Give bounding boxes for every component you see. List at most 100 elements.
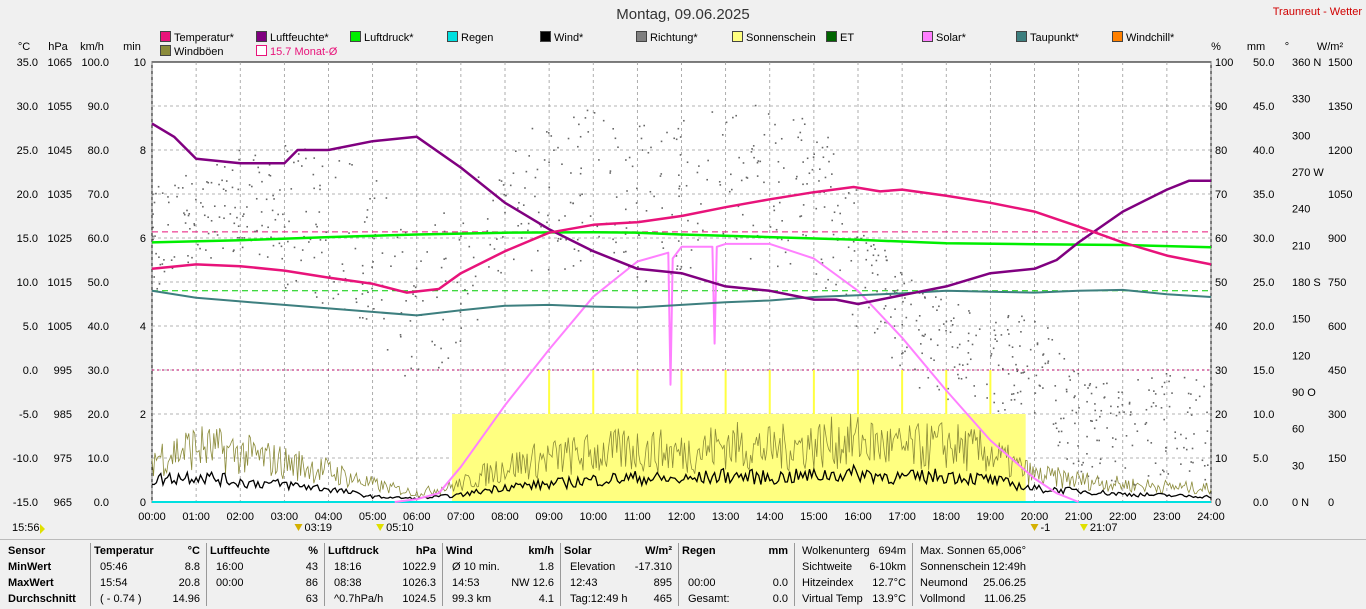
- direction-point: [942, 323, 945, 325]
- tick-label-direction: 360 N: [1292, 57, 1321, 69]
- legend-swatch: [1016, 31, 1027, 42]
- direction-point: [1128, 403, 1131, 405]
- direction-point: [243, 213, 245, 215]
- direction-point: [493, 248, 496, 250]
- tick-label-rain: 30.0: [1253, 233, 1274, 245]
- direction-point: [170, 259, 173, 261]
- direction-point: [1165, 446, 1167, 449]
- direction-point: [1071, 409, 1074, 412]
- sun-marker-icon: [294, 524, 303, 531]
- table-cell: Wolkenunterg: [802, 545, 870, 557]
- direction-point: [737, 205, 740, 208]
- direction-point: [171, 267, 174, 270]
- tick-label-time: 09:00: [535, 511, 563, 523]
- tick-label-pressure: 1025: [48, 233, 72, 245]
- direction-point: [517, 224, 519, 227]
- direction-point: [884, 249, 886, 252]
- tick-label-time: 06:00: [403, 511, 431, 523]
- direction-point: [422, 300, 424, 302]
- sun-marker-label: 21:07: [1090, 522, 1118, 534]
- table-row: Sonnenschein 12:49h: [912, 559, 1032, 575]
- direction-point: [628, 156, 631, 159]
- direction-point: [497, 269, 500, 272]
- direction-point: [1058, 352, 1061, 355]
- table-cell: ^0.7hPa/h: [334, 593, 384, 605]
- direction-point: [1114, 460, 1117, 463]
- table-cell: Tag:12:49 h: [570, 593, 628, 605]
- direction-point: [1077, 460, 1080, 463]
- direction-point: [464, 288, 466, 291]
- table-row: 14:53 NW 12.6: [442, 575, 560, 591]
- direction-point: [1020, 402, 1023, 405]
- legend-item: Wind*: [540, 31, 583, 45]
- direction-point: [677, 127, 680, 130]
- direction-point: [229, 213, 232, 215]
- tick-label-humidity: 0: [1215, 497, 1221, 509]
- direction-point: [1110, 479, 1113, 482]
- direction-point: [754, 104, 757, 107]
- tick-label-solar: 150: [1328, 453, 1346, 465]
- direction-point: [1078, 407, 1080, 409]
- direction-point: [1042, 387, 1044, 389]
- direction-point: [746, 177, 749, 179]
- tick-label-wind: 0.0: [94, 497, 109, 509]
- direction-point: [548, 186, 551, 189]
- table-cell: Regen: [682, 545, 716, 557]
- humidity-stats: Luftfeuchte% 16:00 43 00:00 86 63: [206, 543, 325, 606]
- direction-point: [1160, 407, 1163, 409]
- direction-point: [1154, 462, 1157, 465]
- direction-point: [625, 250, 627, 253]
- direction-point: [614, 137, 617, 140]
- direction-point: [278, 242, 281, 245]
- direction-point: [426, 251, 428, 253]
- direction-point: [474, 275, 477, 278]
- direction-point: [875, 259, 878, 262]
- direction-point: [277, 213, 279, 216]
- direction-point: [930, 357, 932, 360]
- direction-point: [557, 146, 559, 149]
- direction-point: [1124, 467, 1127, 469]
- direction-point: [440, 347, 442, 350]
- direction-point: [837, 204, 839, 207]
- tick-label-pressure: 965: [54, 497, 72, 509]
- table-cell: hPa: [415, 545, 436, 557]
- direction-point: [839, 269, 841, 272]
- direction-point: [436, 296, 438, 299]
- direction-point: [623, 251, 625, 253]
- direction-point: [176, 195, 178, 198]
- direction-point: [1134, 484, 1136, 486]
- direction-point: [1081, 464, 1083, 466]
- direction-point: [363, 221, 366, 223]
- direction-point: [1016, 370, 1019, 373]
- direction-point: [153, 276, 155, 278]
- direction-point: [444, 280, 447, 282]
- direction-point: [1058, 430, 1060, 433]
- direction-point: [1093, 427, 1096, 430]
- direction-point: [466, 292, 469, 295]
- direction-point: [1094, 403, 1096, 405]
- tick-label-rain: 0.0: [1253, 497, 1268, 509]
- direction-point: [1033, 411, 1036, 414]
- direction-point: [409, 320, 412, 322]
- direction-point: [333, 281, 335, 283]
- direction-point: [273, 198, 275, 200]
- sun-stats: Max. Sonnen 65,006° Sonnenschein 12:49h Neum…: [912, 543, 1032, 606]
- direction-point: [315, 223, 317, 226]
- direction-point: [573, 116, 575, 119]
- direction-point: [354, 247, 357, 250]
- direction-point: [321, 302, 324, 304]
- direction-point: [367, 305, 369, 308]
- direction-point: [902, 300, 904, 303]
- direction-point: [223, 166, 226, 168]
- direction-point: [815, 207, 818, 210]
- direction-point: [686, 161, 689, 164]
- direction-point: [722, 232, 725, 235]
- table-row: MaxWert: [0, 575, 90, 591]
- table-row: ^0.7hPa/h 1024.5: [324, 591, 442, 607]
- direction-point: [385, 197, 388, 199]
- direction-point: [1047, 362, 1049, 364]
- direction-point: [1086, 453, 1088, 455]
- direction-point: [802, 161, 804, 163]
- direction-point: [896, 289, 899, 291]
- direction-point: [1098, 439, 1100, 442]
